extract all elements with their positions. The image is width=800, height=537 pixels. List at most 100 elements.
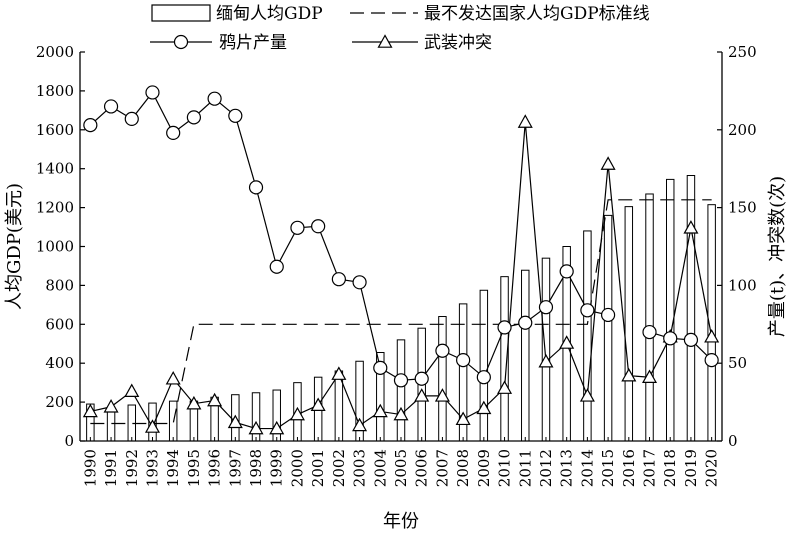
opium-point [103,99,119,114]
conflict-point [186,395,202,410]
x-tick-label: 2002 [330,449,348,487]
conflict-point [248,420,264,435]
conflict-point [704,329,720,343]
gdp-bar [479,289,489,442]
x-tick-label: 1994 [164,449,182,487]
opium-point [166,125,181,141]
x-tick-label: 2018 [661,449,679,487]
opium-point [476,370,491,385]
conflict-point [289,406,305,421]
opium-point [228,108,243,123]
conflict-point [476,400,492,415]
opium-point [145,85,160,100]
conflict-point [414,388,430,402]
conflict-point [372,403,388,418]
conflict-point [82,403,98,418]
gdp-bar [666,178,675,442]
gdp-bar [583,230,592,442]
opium-point [663,331,678,346]
x-tick-label: 2003 [351,449,369,487]
gdp-bar [521,269,530,442]
conflict-point [579,388,595,402]
x-tick-label: 1996 [206,449,224,487]
x-tick-label: 1991 [102,449,120,487]
conflict-point [455,411,471,426]
left-tick-label: 1400 [36,160,74,178]
opium-point [269,259,284,274]
gdp-bar [438,316,447,442]
opium-point [290,220,305,235]
opium-point [248,180,264,195]
opium-point [331,272,346,287]
legend-bar-swatch [151,4,211,22]
x-tick-label: 1998 [247,449,265,487]
conflict-point [559,335,575,349]
right-tick-label: 50 [728,354,747,372]
x-tick-label: 2011 [516,449,534,487]
x-tick-label: 1992 [123,449,141,487]
x-tick-label: 1995 [185,449,203,487]
gdp-bars [86,175,716,442]
x-axis-title: 年份 [383,511,419,532]
x-tick-label: 2000 [288,449,306,487]
x-tick-label: 2012 [537,449,555,487]
conflict-point [600,156,616,170]
x-tick-label: 2005 [392,449,410,487]
x-tick-label: 2015 [599,449,617,487]
conflict-point [621,367,637,382]
x-tick-label: 2008 [454,449,472,487]
conflict-point [310,397,326,412]
legend-label-standard: 最不发达国家人均GDP标准线 [424,4,650,24]
opium-point [373,360,388,375]
axes: 0 200 400 600 800 1000 1200 1400 1600 1800 2000 0 50… [4,43,788,532]
x-tick-label: 2020 [703,449,721,487]
conflict-point [124,383,140,398]
gdp-bar [645,193,654,442]
opium-point [186,110,201,125]
x-tick-label: 2009 [475,449,493,487]
conflict-point [227,414,243,429]
left-tick-label: 1000 [36,238,74,256]
x-tick-label: 2017 [641,449,659,487]
opium-point [352,275,367,290]
opium-point [456,352,471,368]
opium-point [207,91,222,106]
conflict-point [144,419,160,433]
x-tick-label: 1990 [81,449,99,487]
x-tick-label: 1999 [268,449,286,487]
gdp-bar [686,175,696,442]
conflict-point [165,371,181,385]
right-tick-label: 0 [728,432,738,450]
opium-point [311,219,326,234]
opium-point [538,300,554,315]
opium-point [518,315,533,330]
opium-point [704,352,719,368]
conflict-point [497,380,513,394]
conflict-point [434,388,450,402]
right-tick-label: 150 [728,199,757,217]
right-tick-label: 200 [728,121,757,139]
opium-point [497,320,512,335]
right-tick-label: 250 [728,43,757,61]
left-tick-label: 400 [45,354,74,372]
x-tick-label: 2006 [413,449,431,487]
x-tick-label: 1997 [226,449,244,487]
x-tick-label: 2016 [620,449,638,487]
opium-point [642,324,657,340]
x-tick-label: 2010 [496,449,514,487]
conflict-point [517,114,533,128]
left-tick-label: 1600 [36,121,74,139]
x-tick-label: 2013 [558,449,576,487]
legend-label-opium: 鸦片产量 [219,33,287,53]
opium-point [580,303,595,318]
conflict-point [103,399,119,413]
standard-line [90,199,712,425]
x-tick-label: 2019 [682,449,700,487]
gdp-bar [106,407,116,442]
gdp-bar [624,206,634,442]
gdp-bar [603,214,613,442]
opium-point [600,307,616,323]
opium-point [683,332,699,347]
